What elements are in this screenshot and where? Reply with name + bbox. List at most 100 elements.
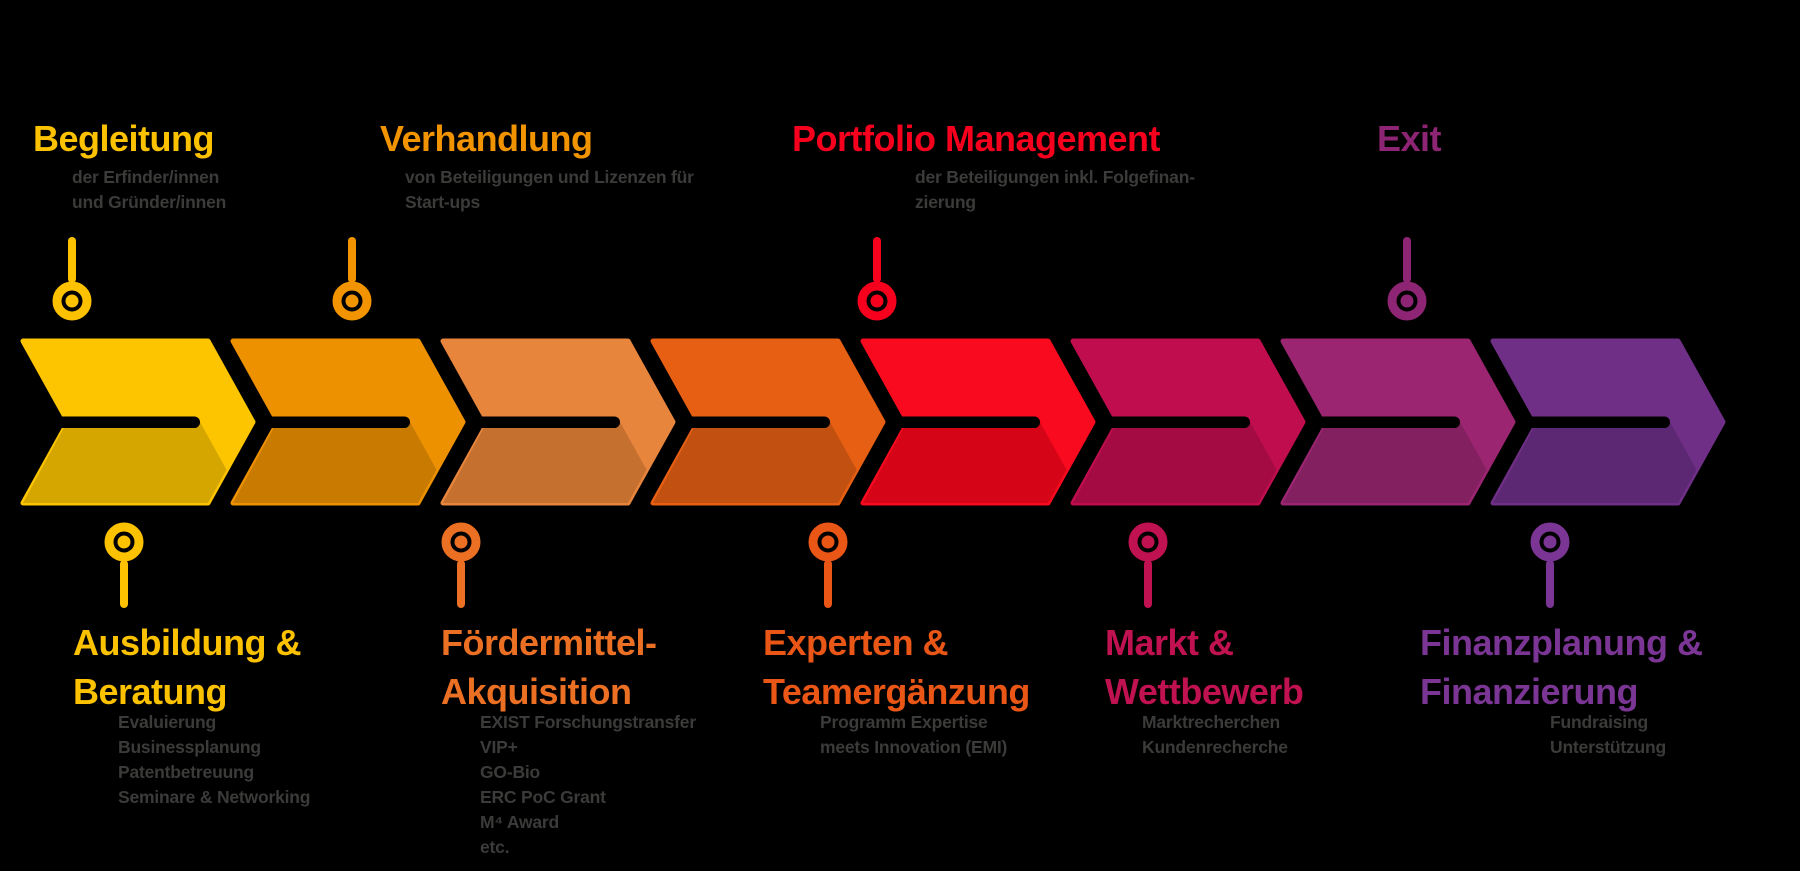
list-item: meets Innovation (EMI) bbox=[820, 737, 1008, 757]
stage-item-list: EXIST Forschungstransfer VIP+ GO-Bio ERC Po… bbox=[480, 710, 696, 860]
bottom-label-experten-teamergaenzung: Experten & Teamergänzung Programm Experti… bbox=[763, 618, 1030, 760]
chevron-lower-fold bbox=[1073, 422, 1277, 503]
pin-dot bbox=[65, 294, 79, 308]
pin-icon bbox=[332, 237, 372, 321]
pin-line bbox=[457, 560, 465, 608]
chevron-slot bbox=[471, 416, 620, 428]
pin-ring bbox=[104, 522, 144, 562]
pin-line bbox=[873, 237, 881, 283]
pin-icon bbox=[1128, 522, 1168, 608]
chevron-2 bbox=[230, 338, 466, 506]
list-item: Patentbetreuung bbox=[118, 762, 255, 782]
chevron-lower-fold bbox=[1283, 422, 1487, 503]
title-line: Fördermittel- bbox=[441, 622, 657, 663]
stage-subtitle: der Erfinder/innen und Gründer/innen bbox=[72, 165, 226, 215]
subtitle-line: der Erfinder/innen bbox=[72, 167, 220, 187]
title-line: Markt & bbox=[1105, 622, 1234, 663]
list-item: Programm Expertise bbox=[820, 712, 988, 732]
top-label-portfolio-management: Portfolio Management der Beteiligungen i… bbox=[792, 118, 1195, 215]
chevron-lower-fold bbox=[23, 422, 227, 503]
title-line: Finanzplanung & bbox=[1420, 622, 1703, 663]
pin-dot bbox=[345, 294, 359, 308]
chevron-slot bbox=[681, 416, 830, 428]
pin-ring bbox=[808, 522, 848, 562]
chevron-slot bbox=[1521, 416, 1670, 428]
list-item: EXIST Forschungstransfer bbox=[480, 712, 696, 732]
bottom-label-markt-wettbewerb: Markt & Wettbewerb Marktrecherchen Kundenr… bbox=[1105, 618, 1304, 760]
list-item: ERC PoC Grant bbox=[480, 787, 606, 807]
stage-subtitle: von Beteiligungen und Lizenzen für Start-… bbox=[405, 165, 694, 215]
chevron-slot bbox=[261, 416, 410, 428]
chevron-7 bbox=[1280, 338, 1516, 506]
pin-ring bbox=[1128, 522, 1168, 562]
stage-item-list: Programm Expertise meets Innovation (EMI) bbox=[820, 710, 1030, 760]
title-line: Experten & bbox=[763, 622, 949, 663]
chevron-lower-fold bbox=[443, 422, 647, 503]
list-item: Fundraising bbox=[1550, 712, 1648, 732]
pin-dot bbox=[1400, 294, 1414, 308]
chevron-1 bbox=[20, 338, 256, 506]
stage-title: Experten & Teamergänzung bbox=[763, 618, 1030, 716]
pin-line bbox=[120, 560, 128, 608]
list-item: Evaluierung bbox=[118, 712, 216, 732]
stage-item-list: Evaluierung Businessplanung Patentbetreuun… bbox=[118, 710, 310, 810]
list-item: etc. bbox=[480, 837, 510, 857]
bottom-label-ausbildung-beratung: Ausbildung & Beratung Evaluierung Business… bbox=[73, 618, 310, 810]
chevron-5 bbox=[860, 338, 1096, 506]
stage-title: Begleitung bbox=[33, 118, 215, 159]
pin-ring bbox=[1530, 522, 1570, 562]
subtitle-line: Start-ups bbox=[405, 192, 481, 212]
pin-dot bbox=[454, 535, 468, 549]
title-line: Teamergänzung bbox=[763, 671, 1030, 712]
stage-item-list: Fundraising Unterstützung bbox=[1550, 710, 1702, 760]
pin-line bbox=[348, 237, 356, 283]
list-item: Seminare & Networking bbox=[118, 787, 311, 807]
subtitle-line: von Beteiligungen und Lizenzen für bbox=[405, 167, 694, 187]
title-line: Ausbildung & bbox=[73, 622, 301, 663]
chevron-slot bbox=[891, 416, 1040, 428]
stage-title: Finanzplanung & Finanzierung bbox=[1420, 618, 1703, 716]
chevron-lower-fold bbox=[653, 422, 857, 503]
pin-ring bbox=[332, 281, 372, 321]
pin-line bbox=[1403, 237, 1411, 283]
top-label-begleitung: Begleitung der Erfinder/innen und Gründer… bbox=[33, 118, 226, 215]
subtitle-line: und Gründer/innen bbox=[72, 192, 227, 212]
pin-icon bbox=[104, 522, 144, 608]
pin-dot bbox=[1141, 535, 1155, 549]
chevron-slot bbox=[1101, 416, 1250, 428]
pin-line bbox=[68, 237, 76, 283]
pin-line bbox=[1144, 560, 1152, 608]
list-item: GO-Bio bbox=[480, 762, 541, 782]
chevron-lower-fold bbox=[233, 422, 437, 503]
subtitle-line: zierung bbox=[915, 192, 976, 212]
title-line: Beratung bbox=[73, 671, 228, 712]
chevron-4 bbox=[650, 338, 886, 506]
list-item: Unterstützung bbox=[1550, 737, 1666, 757]
chevron-slot bbox=[51, 416, 200, 428]
list-item: M⁴ Award bbox=[480, 812, 560, 832]
pin-icon bbox=[808, 522, 848, 608]
chevron-8 bbox=[1490, 338, 1726, 506]
stage-title: Verhandlung bbox=[380, 118, 593, 159]
chevron-6 bbox=[1070, 338, 1306, 506]
bottom-label-foerdermittel-akquisition: Fördermittel- Akquisition EXIST Forschung… bbox=[441, 618, 696, 860]
chevron-3 bbox=[440, 338, 676, 506]
chevron-lower-fold bbox=[1493, 422, 1697, 503]
title-line: Wettbewerb bbox=[1105, 671, 1304, 712]
pin-icon bbox=[857, 237, 897, 321]
stage-title: Fördermittel- Akquisition bbox=[441, 618, 696, 716]
pin-ring bbox=[441, 522, 481, 562]
top-label-exit: Exit bbox=[1377, 118, 1442, 165]
pin-icon bbox=[441, 522, 481, 608]
pin-line bbox=[824, 560, 832, 608]
list-item: Businessplanung bbox=[118, 737, 261, 757]
stage-title: Portfolio Management bbox=[792, 118, 1161, 159]
pin-ring bbox=[1387, 281, 1427, 321]
list-item: Marktrecherchen bbox=[1142, 712, 1281, 732]
pin-dot bbox=[1543, 535, 1557, 549]
title-line: Finanzierung bbox=[1420, 671, 1639, 712]
stage-title: Exit bbox=[1377, 118, 1442, 159]
pin-dot bbox=[821, 535, 835, 549]
